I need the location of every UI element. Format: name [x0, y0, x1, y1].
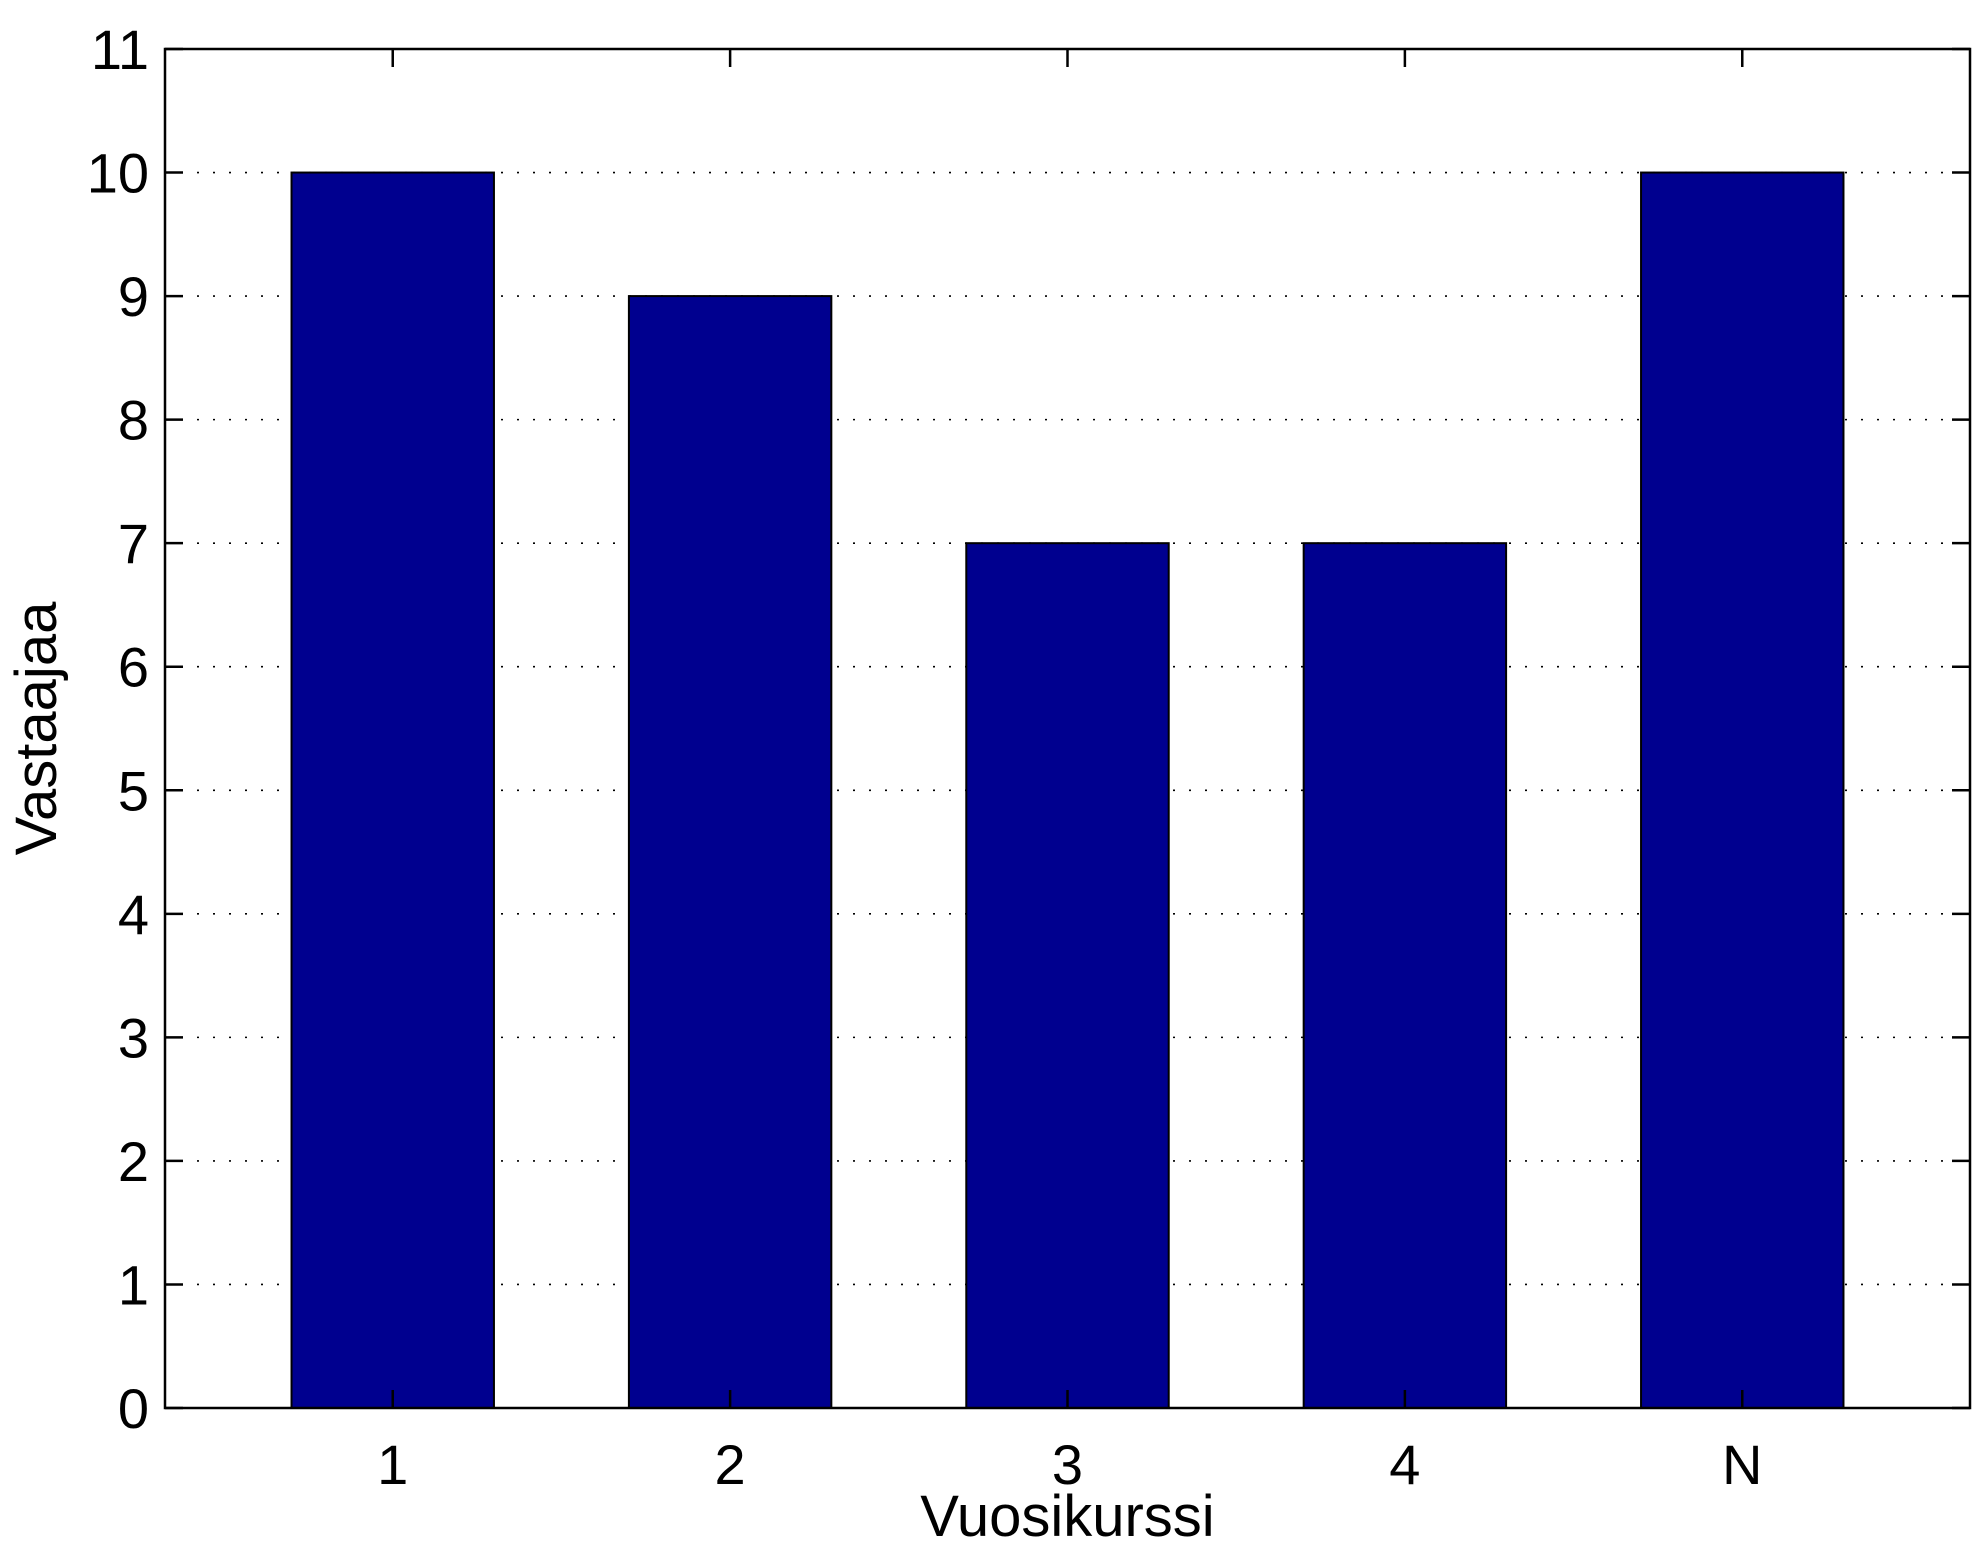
x-tick-label: N — [1722, 1433, 1762, 1496]
x-tick-label: 4 — [1389, 1433, 1420, 1496]
y-tick-label: 1 — [118, 1253, 149, 1316]
y-tick-labels: 0 1 2 3 4 5 6 7 8 9 10 11 — [87, 18, 149, 1440]
y-tick-label: 9 — [118, 265, 149, 328]
y-tick-label: 2 — [118, 1130, 149, 1193]
y-tick-label: 5 — [118, 759, 149, 822]
tick-marks — [165, 47, 1970, 1410]
y-tick-label: 8 — [118, 389, 149, 452]
x-tick-labels: 1 2 3 4 N — [377, 1433, 1762, 1496]
y-axis-label: Vastaajaa — [4, 601, 69, 855]
x-axis-label: Vuosikurssi — [920, 1484, 1214, 1549]
x-tick-label: 1 — [377, 1433, 408, 1496]
x-tick-label: 3 — [1052, 1433, 1083, 1496]
bar-4 — [1302, 542, 1508, 1409]
bar-3 — [965, 542, 1170, 1409]
bar-N — [1640, 171, 1845, 1410]
bars — [290, 171, 1845, 1410]
y-tick-label: 6 — [118, 636, 149, 699]
y-tick-label: 10 — [87, 142, 149, 205]
bar-1 — [290, 171, 495, 1410]
y-tick-label: 11 — [91, 18, 149, 81]
y-tick-label: 4 — [118, 883, 149, 946]
bar-2 — [627, 295, 833, 1409]
y-tick-label: 3 — [118, 1006, 149, 1069]
x-tick-label: 2 — [715, 1433, 746, 1496]
y-tick-label: 0 — [118, 1377, 149, 1440]
y-tick-label: 7 — [118, 512, 149, 575]
